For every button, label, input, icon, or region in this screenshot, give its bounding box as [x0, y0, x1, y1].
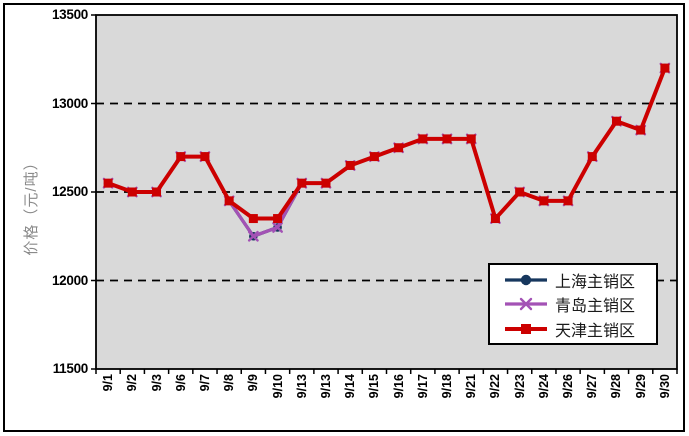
x-tick-label: 9/24	[536, 374, 551, 399]
legend-label-tianjin: 天津主销区	[555, 322, 636, 340]
x-tick-label: 9/14	[343, 374, 358, 399]
x-tick-label: 9/26	[561, 374, 576, 399]
x-tick-label: 9/18	[440, 374, 455, 399]
x-tick-label: 9/23	[512, 374, 527, 399]
x-tick-label: 9/30	[657, 374, 672, 399]
qingdao-line-x-swatch	[504, 295, 548, 313]
y-tick-label: 12000	[51, 272, 88, 288]
legend-item-qingdao: 青岛主销区	[504, 292, 656, 316]
tianjin-line-square-swatch	[504, 320, 548, 338]
x-tick-label: 9/10	[270, 374, 285, 399]
x-tick-label: 9/22	[488, 374, 503, 399]
x-tick-label: 9/7	[197, 374, 212, 392]
legend-item-shanghai: 上海主销区	[504, 268, 656, 292]
legend-label-shanghai: 上海主销区	[555, 273, 636, 291]
x-tick-label: 9/13	[294, 374, 309, 399]
x-tick-label: 9/15	[367, 374, 382, 399]
x-tick-label: 9/29	[633, 374, 648, 399]
y-tick-label: 12500	[51, 184, 88, 199]
y-tick-label: 11500	[52, 361, 89, 376]
x-tick-label: 9/13	[318, 374, 333, 399]
legend-label-qingdao: 青岛主销区	[555, 298, 636, 315]
x-tick-label: 9/27	[585, 374, 600, 399]
x-tick-label: 9/9	[246, 374, 261, 392]
y-tick-label: 13500	[51, 7, 88, 22]
x-tick-label: 9/28	[609, 374, 624, 399]
y-tick-label: 13000	[51, 95, 88, 111]
x-tick-label: 9/1	[101, 374, 116, 392]
x-tick-label: 9/8	[222, 374, 237, 392]
legend-item-tianjin: 天津主销区	[504, 317, 656, 341]
x-tick-label: 9/17	[415, 374, 430, 399]
shanghai-line-circle-swatch	[504, 271, 548, 289]
x-tick-label: 9/2	[125, 374, 140, 392]
x-tick-label: 9/21	[464, 374, 479, 399]
legend: 上海主销区 青岛主销区 天津主销区	[488, 263, 658, 345]
y-axis-title: 价格（元/吨）	[23, 154, 40, 256]
x-tick-label: 9/16	[391, 374, 406, 399]
x-tick-label: 9/3	[149, 374, 164, 392]
x-tick-label: 9/6	[173, 374, 188, 392]
